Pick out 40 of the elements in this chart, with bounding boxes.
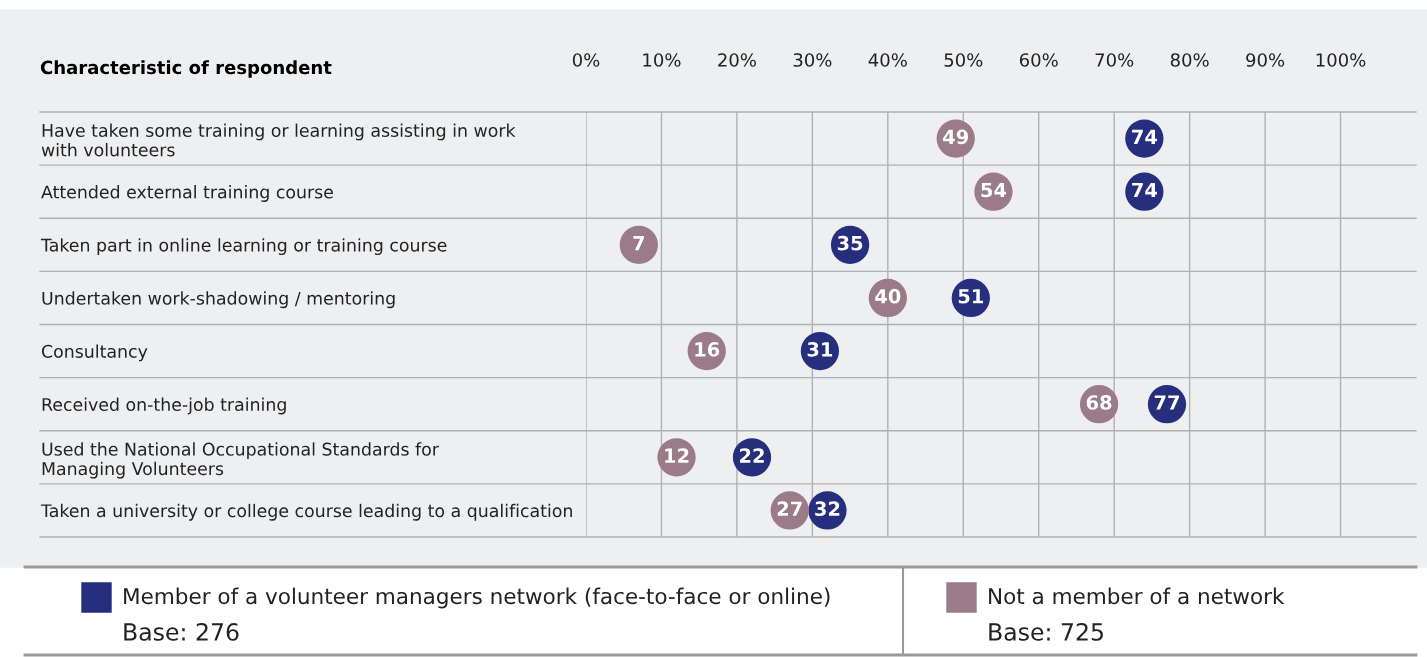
x-tick-label: 90% bbox=[1246, 53, 1285, 67]
data-label: 68 bbox=[1086, 395, 1112, 410]
legend-label: Not a member of a network bbox=[989, 587, 1285, 605]
data-label: 12 bbox=[665, 448, 689, 463]
text: Base: 725 bbox=[989, 622, 1103, 641]
y-tick-label: Used the National Occupational Standards for Managing Volunteers bbox=[42, 442, 439, 479]
legend-label: Member of a volunteer managers network (face-to-face or online) bbox=[124, 587, 830, 609]
data-label: 77 bbox=[1154, 395, 1179, 410]
x-tick-label: 10% bbox=[643, 53, 681, 67]
data-label: 16 bbox=[695, 342, 720, 357]
data-label: 7 bbox=[633, 236, 645, 251]
x-tick-label: 40% bbox=[868, 53, 907, 67]
data-label: 40 bbox=[875, 288, 901, 304]
data-label: 49 bbox=[943, 129, 969, 145]
y-tick-label: Taken a university or college course leading to a qualification bbox=[40, 503, 572, 521]
data-label: 74 bbox=[1132, 129, 1157, 144]
y-tick-label: Taken part in online learning or training course bbox=[40, 238, 447, 256]
y-tick-label: Have taken some training or learning assisting in work with volunteers bbox=[41, 123, 516, 157]
data-label: 35 bbox=[837, 235, 863, 251]
data-label: 54 bbox=[981, 182, 1007, 198]
data-label: 31 bbox=[807, 342, 833, 357]
x-tick-label: 60% bbox=[1019, 53, 1058, 67]
x-tick-label: 20% bbox=[718, 53, 756, 67]
x-tick-label: 50% bbox=[944, 53, 983, 67]
text: Base: 276 bbox=[124, 622, 239, 641]
data-label: 27 bbox=[777, 501, 802, 516]
data-label: 22 bbox=[740, 448, 764, 463]
x-tick-label: 70% bbox=[1095, 53, 1134, 67]
y-tick-label: Attended external training course bbox=[41, 185, 333, 202]
y-tick-label: Undertaken work-shadowing / mentoring bbox=[42, 291, 395, 309]
x-tick-label: 80% bbox=[1170, 53, 1209, 67]
x-tick-label: 0% bbox=[572, 53, 600, 67]
text: Characteristic of respondent bbox=[40, 60, 332, 78]
y-tick-label: Received on-the-job training bbox=[42, 397, 286, 415]
x-tick-label: 30% bbox=[793, 53, 832, 67]
x-tick-label: 100% bbox=[1316, 53, 1366, 67]
y-tick-label: Consultancy bbox=[41, 344, 148, 362]
data-label: 74 bbox=[1132, 182, 1157, 198]
data-label: 32 bbox=[815, 501, 840, 517]
data-label: 51 bbox=[958, 289, 984, 304]
